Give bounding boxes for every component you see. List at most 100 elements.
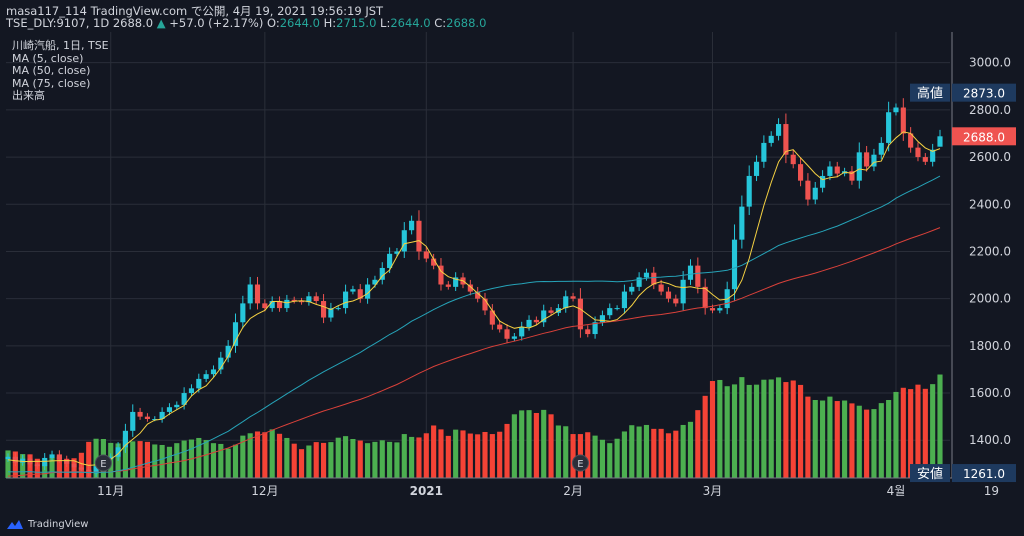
candle-body (196, 378, 202, 389)
candle-body (489, 310, 495, 325)
volume-bar (130, 441, 136, 478)
tradingview-footer: TradingView (6, 518, 88, 530)
y-tick-label: 1400.0 (969, 433, 1011, 447)
volume-bar (210, 443, 217, 478)
high-label: H: (323, 16, 337, 30)
candle-body (225, 345, 231, 358)
y-tick-label: 2400.0 (969, 197, 1011, 211)
candle-body (49, 454, 55, 458)
candle-body (643, 272, 650, 278)
earnings-marker (94, 454, 112, 472)
candle-body (137, 411, 143, 417)
x-tick-label: 4월 (887, 484, 906, 498)
candle-body (320, 301, 327, 318)
volume-bar (614, 438, 620, 478)
candle-body (797, 164, 804, 181)
volume-bar (387, 441, 393, 478)
candle-body (269, 301, 275, 309)
candle-body (438, 265, 444, 285)
candle-body (12, 456, 18, 463)
candle-body (335, 308, 341, 310)
volume-bar (20, 454, 26, 478)
legend-symbol-title[interactable]: 川崎汽船, 1日, TSE (12, 39, 109, 52)
candle-body (533, 319, 539, 323)
volume-bar (159, 444, 165, 478)
legend-ma75[interactable]: MA (75, close) (12, 76, 91, 90)
candle-body (174, 404, 180, 408)
candlesticks (5, 98, 943, 477)
x-tick-label: 11月 (97, 484, 124, 498)
volume-bar (232, 444, 239, 478)
candle-body (306, 296, 312, 303)
y-tick-label: 2200.0 (969, 244, 1011, 258)
candle-body (144, 416, 151, 420)
legend-ma50[interactable]: MA (50, close) (12, 64, 91, 77)
volume-bar (768, 379, 774, 478)
high-value: 2715.0 (336, 16, 377, 30)
volume-bar (453, 429, 459, 478)
volume-bar (284, 437, 290, 478)
volume-bar (555, 425, 561, 478)
candle-body (585, 329, 591, 335)
close-label: C: (434, 16, 447, 30)
tradingview-brand: TradingView (28, 518, 89, 530)
candle-body (541, 310, 547, 323)
candle-body (166, 407, 173, 412)
volume-bar (86, 441, 92, 478)
candle-body (761, 142, 767, 162)
candle-body (673, 298, 679, 304)
candle-body (753, 161, 760, 176)
volume-bar (254, 431, 261, 478)
high-price-tag-bg (910, 83, 950, 102)
candle-body (812, 187, 818, 200)
candle-body (247, 284, 253, 304)
candle-body (526, 319, 532, 327)
candle-body (893, 107, 899, 113)
low-price-tag-text: 安値 (917, 466, 943, 482)
candle-body (768, 135, 774, 143)
volume-bar (372, 441, 378, 478)
volume-bar (218, 443, 224, 478)
candle-body (856, 152, 862, 181)
candle-body (188, 388, 195, 394)
candle-body (467, 284, 473, 292)
legend-volume[interactable]: 出来高 (12, 89, 45, 102)
volume-bar (240, 435, 246, 478)
candle-body (276, 301, 283, 309)
low-price-value-text: 1261.0 (963, 467, 1005, 481)
volume-bar (122, 437, 128, 478)
volume-bar (900, 387, 906, 478)
candle-body (42, 457, 48, 467)
earnings-marker (571, 454, 589, 472)
legend-ma5[interactable]: MA (5, close) (12, 51, 84, 65)
candle-body (475, 291, 481, 299)
earnings-marker-label: E (100, 459, 106, 470)
ma5-line (7, 131, 941, 466)
publish-info: masa117_114 TradingView.com で公開, 4月 19, … (6, 4, 384, 18)
candle-body (511, 336, 517, 339)
candle-body (607, 308, 613, 316)
volume-bar (416, 437, 422, 478)
volume-bar (489, 434, 495, 478)
volume-bar (269, 429, 275, 478)
volume-bar (922, 388, 928, 478)
volume-bar (460, 430, 466, 478)
candle-body (409, 220, 415, 231)
volume-bar (203, 440, 209, 478)
candle-body (665, 291, 672, 299)
high-price-tag-text: 高値 (917, 86, 943, 102)
candle-body (834, 166, 840, 174)
tradingview-logo-icon (7, 520, 23, 529)
volume-bar (519, 410, 525, 478)
y-tick-label: 3000.0 (969, 56, 1011, 70)
candle-body (820, 175, 826, 188)
ma75-line (7, 227, 941, 477)
candle-body (680, 279, 686, 304)
y-tick-label: 1800.0 (969, 339, 1011, 353)
volume-bar (394, 442, 400, 478)
volume-bar (343, 436, 349, 478)
candle-body (343, 291, 349, 309)
volume-bar (174, 443, 180, 478)
